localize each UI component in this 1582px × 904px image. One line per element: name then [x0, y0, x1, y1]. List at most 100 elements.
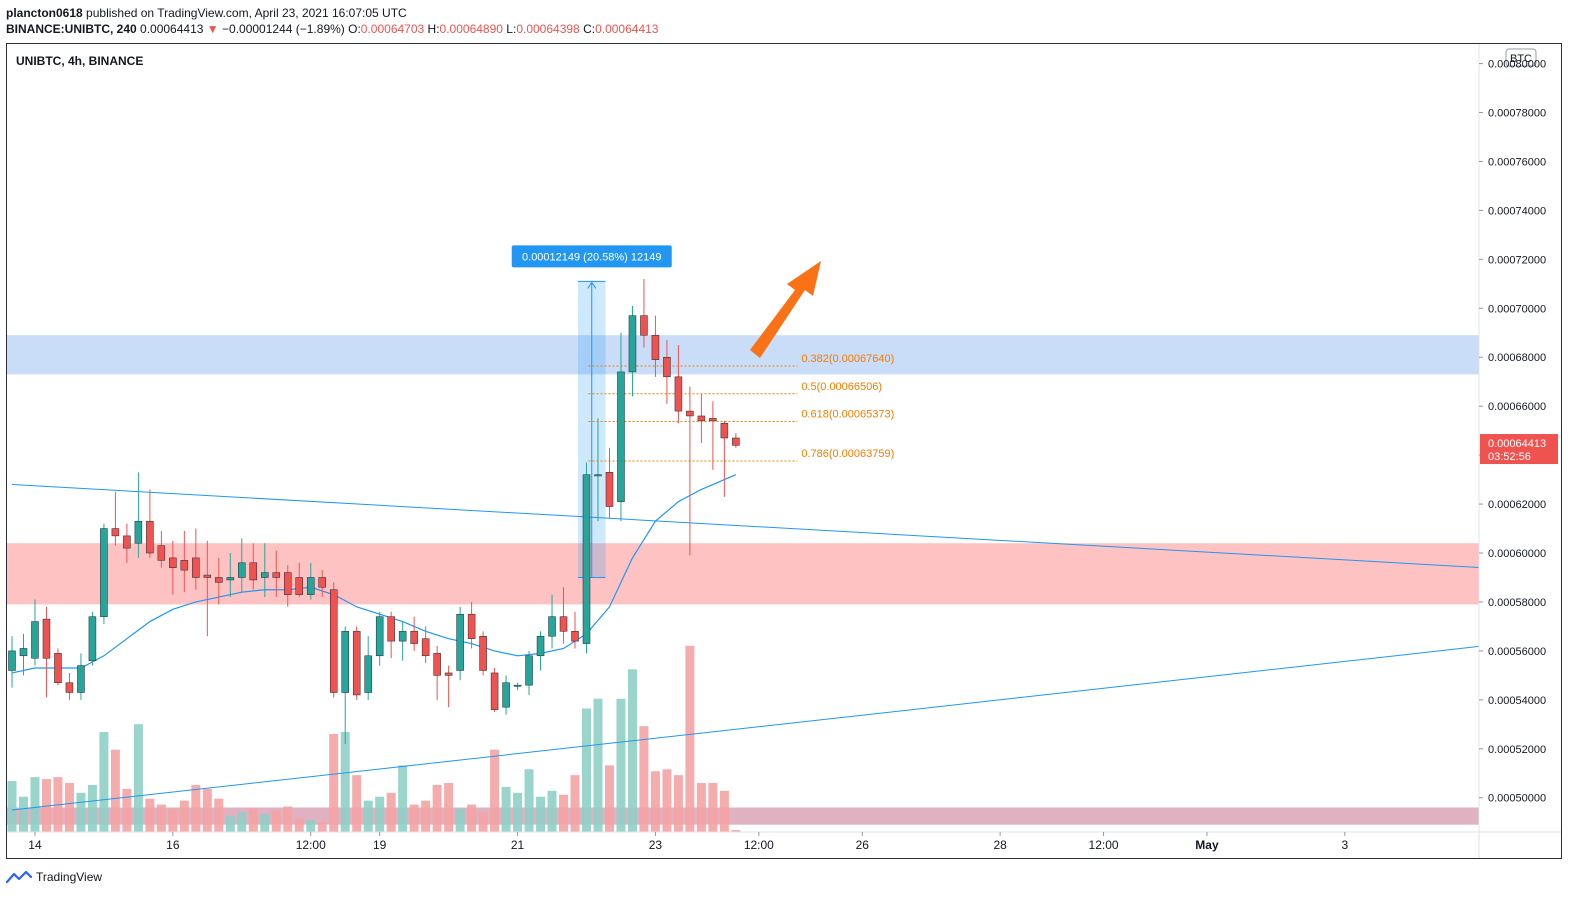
candles-layer	[8, 278, 740, 744]
tradingview-logo-icon	[6, 870, 32, 884]
currency-badge	[1505, 48, 1537, 67]
volume-bar	[478, 812, 488, 832]
volume-bar	[306, 820, 316, 832]
candle-body	[295, 577, 303, 595]
arrow-annotation-icon	[750, 261, 821, 358]
time-tick-label: 16	[166, 838, 180, 852]
candle-body	[284, 572, 292, 595]
volume-bar	[214, 798, 224, 832]
candle-body	[709, 418, 717, 422]
candle-body	[261, 572, 269, 578]
volume-bar	[340, 732, 350, 832]
low-value: 0.00064398	[516, 22, 580, 36]
candle-body	[134, 520, 143, 544]
volume-bar	[467, 804, 477, 832]
candle-body	[490, 672, 499, 710]
volume-bar	[547, 790, 557, 832]
publisher-name[interactable]: plancton0618	[6, 6, 83, 20]
price-tick-label: 0.00060000	[1488, 548, 1546, 560]
candle-body	[617, 371, 625, 502]
volume-bar	[329, 734, 339, 832]
fib-label: 0.786(0.00063759)	[801, 448, 894, 460]
candle-body	[88, 616, 97, 661]
volume-bar	[18, 796, 28, 832]
close-value: 0.00064413	[595, 22, 659, 36]
time-tick-label: 23	[649, 838, 663, 852]
volume-bar	[352, 775, 362, 832]
price-tick-label: 0.00072000	[1488, 254, 1546, 266]
candle-body	[215, 577, 223, 583]
volume-bar	[41, 779, 51, 832]
candle-body	[65, 682, 74, 693]
volume-bar	[696, 783, 706, 832]
measure-label: 0.00012149 (20.58%) 12149	[522, 251, 661, 263]
volume-bar	[536, 796, 546, 832]
symbol-info-bar: BINANCE:UNIBTC, 240 0.00064413 ▼ −0.0000…	[6, 22, 658, 36]
volume-bar	[248, 808, 258, 832]
price-tick-label: 0.00068000	[1488, 352, 1546, 364]
open-value: 0.00064703	[360, 22, 425, 36]
volume-bar	[685, 645, 695, 832]
trendline	[11, 483, 1480, 568]
volume-bar	[432, 784, 442, 832]
candle-body	[19, 648, 28, 657]
volume-bar	[156, 804, 166, 832]
close-label: C:	[583, 22, 596, 36]
footer-brand[interactable]: TradingView	[6, 870, 102, 884]
candle-body	[375, 616, 384, 657]
candle-body	[674, 376, 683, 412]
candle-body	[628, 315, 637, 373]
volume-bar	[731, 830, 741, 832]
volume-bar	[604, 765, 614, 832]
price-chart[interactable]: 0.00012149 (20.58%) 12149 0.382(0.000676…	[7, 44, 1561, 858]
candle-body	[640, 315, 648, 336]
symbol-label: BINANCE:UNIBTC, 240	[6, 22, 137, 36]
current-price-tag	[1480, 434, 1558, 465]
volume-bar	[455, 808, 465, 832]
zone-blue	[7, 335, 1479, 375]
chart-panel[interactable]: 0.00012149 (20.58%) 12149 0.382(0.000676…	[6, 43, 1562, 859]
price-tick-label: 0.00070000	[1488, 303, 1546, 315]
time-tick-label: 12:00	[296, 838, 326, 852]
volume-bar	[317, 822, 327, 832]
price-tick-label: 0.00074000	[1488, 205, 1546, 217]
countdown-label: 03:52:56	[1488, 451, 1531, 463]
candle-body	[605, 472, 614, 507]
current-price-label: 0.00064413	[1488, 438, 1546, 450]
candle-body	[525, 655, 533, 686]
publish-info: plancton0618 published on TradingView.co…	[6, 6, 407, 20]
trendline	[11, 645, 1480, 811]
candle-body	[238, 562, 246, 578]
candle-body	[318, 577, 326, 588]
volume-bar	[133, 724, 143, 832]
volume-bar	[363, 800, 373, 832]
time-tick-label: 19	[373, 838, 387, 852]
candle-body	[651, 334, 660, 360]
volume-bar	[283, 806, 293, 832]
candle-body	[479, 635, 487, 671]
volume-bar	[99, 732, 109, 832]
time-tick-label: 26	[856, 838, 870, 852]
volume-bar	[122, 788, 132, 832]
volume-bar	[179, 800, 189, 832]
volume-bar	[524, 769, 534, 832]
price-tick-label: 0.00054000	[1488, 695, 1546, 707]
volume-bar	[64, 783, 74, 832]
open-label: O:	[348, 22, 361, 36]
volume-bar	[708, 783, 718, 832]
candle-body	[272, 572, 281, 578]
measure-layer: 0.00012149 (20.58%) 12149	[511, 245, 672, 578]
volume-bar	[650, 771, 660, 832]
candle-body	[157, 545, 166, 561]
time-tick-label: May	[1195, 838, 1219, 852]
candle-body	[502, 682, 510, 708]
volume-bar	[237, 812, 247, 832]
candle-body	[77, 665, 85, 693]
candle-body	[352, 631, 361, 696]
currency-badge-label: BTC	[1510, 53, 1532, 65]
volume-bar	[260, 814, 270, 832]
candle-body	[732, 437, 740, 446]
volume-bar	[662, 769, 672, 832]
change-arrow-icon: ▼	[206, 22, 219, 36]
candle-body	[329, 589, 338, 693]
